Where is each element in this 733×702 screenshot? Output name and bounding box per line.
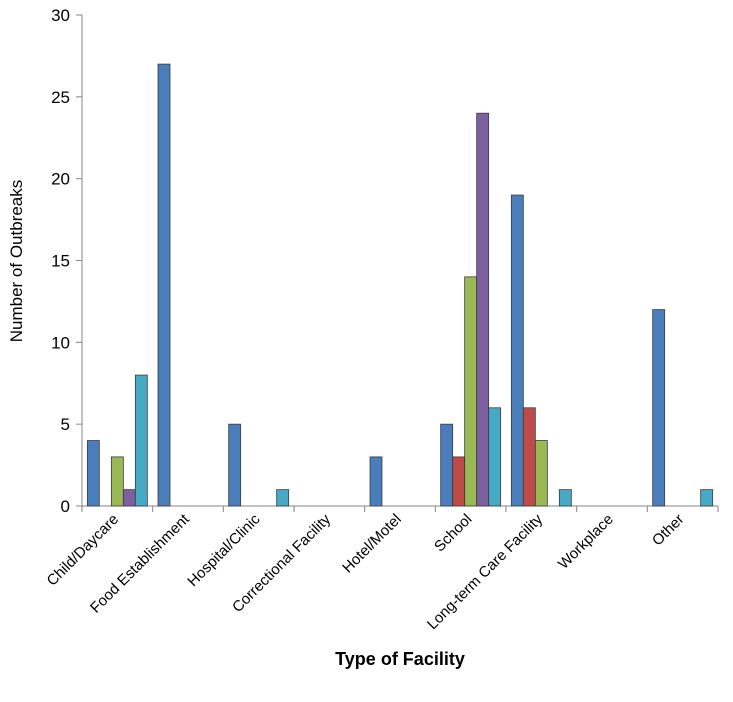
bar: [700, 489, 714, 507]
bar: [122, 489, 136, 507]
y-axis-title: Number of Outbreaks: [7, 180, 26, 343]
y-tick-label: 10: [51, 333, 70, 352]
bar: [534, 440, 548, 507]
bar: [110, 456, 124, 507]
bar: [157, 63, 171, 507]
y-tick-label: 20: [51, 170, 70, 189]
bar: [464, 276, 478, 507]
bar: [440, 423, 454, 507]
bar: [134, 374, 148, 507]
bar: [510, 194, 524, 507]
bar: [452, 456, 466, 507]
y-tick-label: 15: [51, 252, 70, 271]
bar: [652, 309, 666, 507]
x-axis-title: Type of Facility: [335, 649, 465, 669]
bar: [522, 407, 536, 507]
y-tick-label: 5: [61, 415, 70, 434]
bar: [86, 440, 100, 507]
x-tick-label: Hotel/Motel: [339, 511, 405, 577]
y-tick-label: 0: [61, 497, 70, 516]
y-tick-label: 30: [51, 6, 70, 25]
bar: [276, 489, 290, 507]
x-tick-label: Child/Daycare: [44, 511, 123, 590]
x-tick-label: Other: [649, 511, 688, 550]
bar: [558, 489, 572, 507]
bar: [476, 112, 490, 507]
x-tick-label: Long-term Care Facility: [424, 510, 547, 633]
x-tick-label: Workplace: [555, 511, 617, 573]
bars: [86, 63, 714, 507]
bar: [369, 456, 383, 507]
x-tick-label: Hospital/Clinic: [184, 510, 264, 590]
bar: [228, 423, 242, 507]
y-axis-ticks: 0 5 10 15 20 25 30: [51, 6, 82, 516]
bar: [488, 407, 502, 507]
x-tick-label: School: [431, 511, 475, 555]
y-tick-label: 25: [51, 88, 70, 107]
